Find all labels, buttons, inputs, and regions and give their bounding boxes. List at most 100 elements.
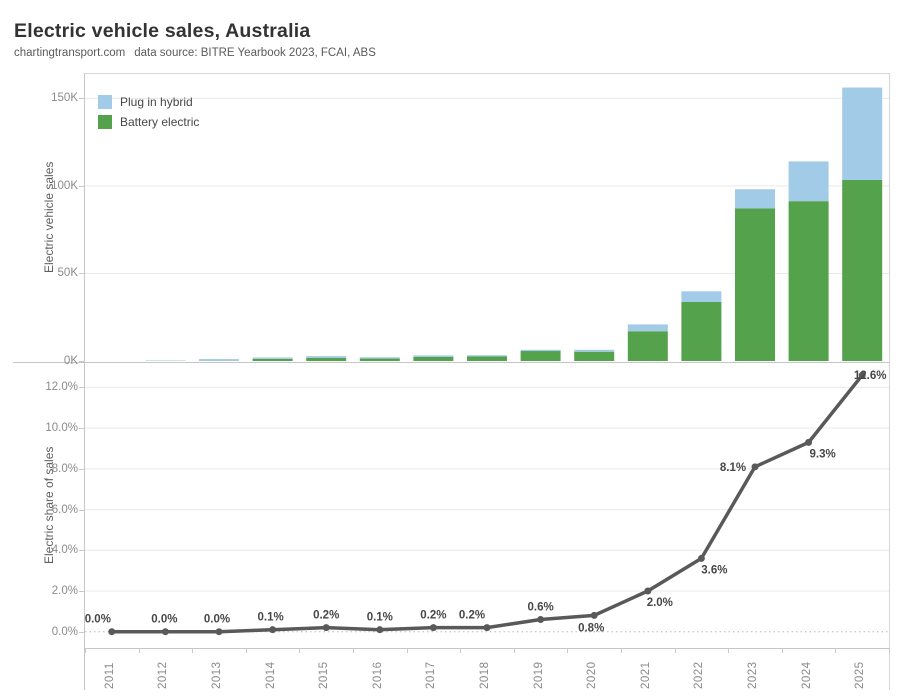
point-2019[interactable]: [537, 615, 545, 623]
bar-2023-plug-in-hybrid[interactable]: [735, 189, 775, 209]
point-2022[interactable]: [697, 554, 705, 562]
point-2024[interactable]: [805, 438, 813, 446]
y-tick-label: 12.0%: [45, 381, 78, 394]
point-2013[interactable]: [215, 628, 223, 636]
bar-2021-battery-electric[interactable]: [627, 331, 668, 361]
share-line: [110, 373, 864, 634]
bar-2025-plug-in-hybrid[interactable]: [842, 87, 883, 180]
bar-2022-plug-in-hybrid[interactable]: [681, 291, 722, 302]
x-tick-mark: [192, 648, 194, 653]
x-tick-mark: [138, 648, 140, 653]
bar-2017-plug-in-hybrid[interactable]: [413, 355, 454, 357]
x-tick-label-2024: 2024: [800, 661, 813, 689]
bar-2022-battery-electric[interactable]: [681, 301, 722, 361]
point-2023[interactable]: [751, 463, 759, 471]
point-label-2015: 0.2%: [313, 610, 339, 622]
point-label-2014: 0.1%: [257, 612, 283, 624]
bar-2015-plug-in-hybrid[interactable]: [306, 356, 347, 358]
y-tick-label: 6.0%: [51, 503, 78, 516]
point-2018[interactable]: [483, 624, 491, 632]
bar-2025-battery-electric[interactable]: [842, 179, 883, 361]
bar-2014-battery-electric[interactable]: [252, 358, 293, 361]
ev-sales-bar-chart: [85, 87, 889, 361]
x-tick-mark: [406, 648, 408, 653]
y-tick-label: 4.0%: [51, 544, 78, 557]
x-tick-label-2011: 2011: [103, 662, 116, 689]
x-tick-label-2023: 2023: [747, 661, 759, 689]
x-tick-label-2020: 2020: [586, 661, 599, 689]
bar-2018-battery-electric[interactable]: [467, 356, 507, 361]
point-label-2022: 3.6%: [701, 564, 727, 576]
plot-right-border: [889, 73, 890, 690]
y-tick-label: 100K: [51, 179, 78, 192]
y-tick-label: 0.0%: [51, 625, 78, 638]
x-tick-mark: [85, 648, 86, 653]
panel-separator: [13, 362, 890, 363]
bar-2020-battery-electric[interactable]: [574, 351, 615, 361]
y-tick-label: 2.0%: [51, 584, 78, 597]
y-tick-mark: [79, 428, 84, 430]
point-2011[interactable]: [108, 628, 116, 636]
x-tick-mark: [889, 648, 890, 653]
legend-label: Plug in hybrid: [120, 95, 193, 109]
x-tick-mark: [460, 648, 462, 653]
x-tick-label-2017: 2017: [425, 661, 438, 689]
bar-2020-plug-in-hybrid[interactable]: [574, 349, 615, 352]
legend: Plug in hybrid Battery electric: [98, 95, 199, 135]
x-tick-mark: [674, 648, 676, 653]
point-label-2025: 12.6%: [854, 370, 887, 382]
x-tick-label-2018: 2018: [479, 661, 491, 689]
bar-2014-plug-in-hybrid[interactable]: [252, 357, 293, 359]
bar-2017-battery-electric[interactable]: [413, 356, 454, 361]
point-2015[interactable]: [322, 624, 330, 632]
y-tick-mark: [79, 631, 84, 633]
bar-2019-battery-electric[interactable]: [520, 351, 561, 361]
battery-electric-swatch-icon: [98, 115, 112, 129]
bar-2013-plug-in-hybrid[interactable]: [199, 359, 239, 361]
y-tick-mark: [79, 387, 84, 389]
page-title: Electric vehicle sales, Australia: [14, 20, 311, 42]
bar-2016-battery-electric[interactable]: [359, 358, 400, 361]
bar-2024-battery-electric[interactable]: [788, 201, 829, 361]
y-tick-label: 50K: [57, 267, 78, 280]
x-tick-mark: [353, 648, 354, 653]
x-tick-mark: [513, 648, 515, 653]
y-tick-mark: [79, 468, 84, 470]
x-tick-mark: [621, 648, 622, 653]
plot-left-border: [84, 73, 85, 690]
bar-2024-plug-in-hybrid[interactable]: [788, 161, 829, 202]
point-2012[interactable]: [161, 628, 169, 636]
point-2017[interactable]: [429, 624, 437, 632]
x-tick-mark: [835, 648, 837, 653]
y-axis-title-sales: Electric vehicle sales: [42, 161, 56, 273]
bar-2016-plug-in-hybrid[interactable]: [359, 357, 400, 359]
point-2021[interactable]: [644, 587, 652, 595]
point-label-2023: 8.1%: [720, 462, 746, 474]
bar-2018-plug-in-hybrid[interactable]: [467, 355, 507, 357]
bar-2019-plug-in-hybrid[interactable]: [520, 349, 561, 352]
legend-item-plug-in-hybrid[interactable]: Plug in hybrid: [98, 95, 199, 109]
legend-label: Battery electric: [120, 115, 200, 129]
point-2025[interactable]: [858, 371, 866, 379]
point-label-2013: 0.0%: [204, 614, 230, 626]
point-2020[interactable]: [590, 611, 598, 619]
y-tick-mark: [79, 98, 84, 100]
point-label-2016: 0.1%: [367, 612, 393, 624]
legend-item-battery-electric[interactable]: Battery electric: [98, 115, 199, 129]
x-tick-label-2022: 2022: [693, 661, 706, 689]
bar-2021-plug-in-hybrid[interactable]: [627, 324, 668, 332]
bar-2023-battery-electric[interactable]: [735, 208, 775, 361]
point-label-2020: 0.8%: [578, 622, 604, 634]
x-tick-mark: [245, 648, 247, 653]
y-tick-mark: [79, 509, 84, 511]
x-tick-label-2012: 2012: [157, 661, 170, 689]
x-tick-label-2013: 2013: [211, 661, 223, 689]
y-tick-mark: [79, 273, 84, 275]
y-tick-label: 0K: [63, 355, 78, 367]
point-2014[interactable]: [269, 626, 277, 634]
point-2016[interactable]: [376, 626, 384, 634]
x-tick-mark: [567, 648, 569, 653]
x-tick-mark: [728, 648, 730, 653]
bar-2015-battery-electric[interactable]: [306, 357, 347, 361]
